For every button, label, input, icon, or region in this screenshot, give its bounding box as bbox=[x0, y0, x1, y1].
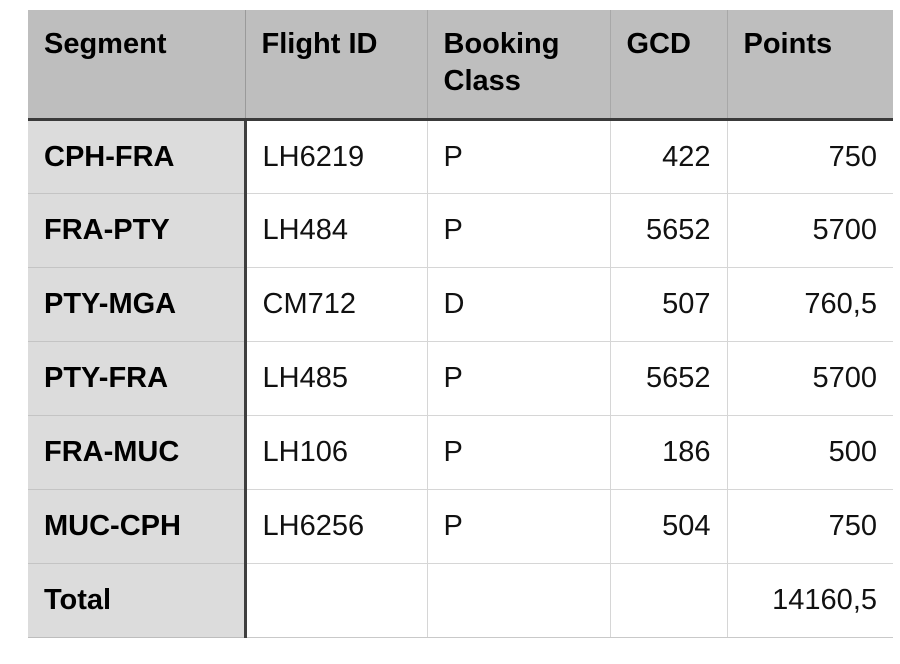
table-row: PTY-FRA LH485 P 5652 5700 bbox=[28, 341, 893, 417]
cell-flight-id: LH484 bbox=[245, 193, 428, 269]
cell-points: 5700 bbox=[727, 341, 893, 417]
cell-flight-id: LH6219 bbox=[245, 119, 428, 195]
cell-points: 760,5 bbox=[727, 267, 893, 343]
cell-booking-class: D bbox=[427, 267, 611, 343]
cell-gcd: 5652 bbox=[610, 193, 728, 269]
table-row: PTY-MGA CM712 D 507 760,5 bbox=[28, 267, 893, 343]
flight-segments-table: Segment Flight ID Booking Class GCD Poin… bbox=[28, 10, 893, 639]
table-total-row: Total 14160,5 bbox=[28, 563, 893, 639]
column-header-points[interactable]: Points bbox=[727, 10, 893, 122]
table-row: CPH-FRA LH6219 P 422 750 bbox=[28, 119, 893, 195]
cell-total-label: Total bbox=[28, 563, 247, 639]
flight-segments-table-container: Segment Flight ID Booking Class GCD Poin… bbox=[28, 10, 893, 639]
cell-total-booking-class bbox=[427, 563, 611, 639]
table-header-row: Segment Flight ID Booking Class GCD Poin… bbox=[28, 10, 893, 122]
cell-segment: FRA-PTY bbox=[28, 193, 247, 269]
table-row: FRA-MUC LH106 P 186 500 bbox=[28, 415, 893, 491]
cell-gcd: 186 bbox=[610, 415, 728, 491]
column-header-booking-class[interactable]: Booking Class bbox=[427, 10, 611, 122]
cell-gcd: 504 bbox=[610, 489, 728, 565]
cell-segment: CPH-FRA bbox=[28, 119, 247, 195]
cell-segment: PTY-MGA bbox=[28, 267, 247, 343]
column-header-gcd[interactable]: GCD bbox=[610, 10, 728, 122]
cell-points: 5700 bbox=[727, 193, 893, 269]
cell-booking-class: P bbox=[427, 489, 611, 565]
cell-gcd: 422 bbox=[610, 119, 728, 195]
cell-total-gcd bbox=[610, 563, 728, 639]
cell-gcd: 5652 bbox=[610, 341, 728, 417]
cell-booking-class: P bbox=[427, 193, 611, 269]
cell-flight-id: LH485 bbox=[245, 341, 428, 417]
column-header-segment[interactable]: Segment bbox=[28, 10, 246, 122]
cell-segment: MUC-CPH bbox=[28, 489, 247, 565]
column-header-flight-id[interactable]: Flight ID bbox=[245, 10, 428, 122]
table-row: MUC-CPH LH6256 P 504 750 bbox=[28, 489, 893, 565]
cell-gcd: 507 bbox=[610, 267, 728, 343]
cell-flight-id: CM712 bbox=[245, 267, 428, 343]
cell-flight-id: LH6256 bbox=[245, 489, 428, 565]
cell-booking-class: P bbox=[427, 341, 611, 417]
cell-total-points: 14160,5 bbox=[727, 563, 893, 639]
cell-booking-class: P bbox=[427, 119, 611, 195]
cell-booking-class: P bbox=[427, 415, 611, 491]
cell-points: 500 bbox=[727, 415, 893, 491]
cell-flight-id: LH106 bbox=[245, 415, 428, 491]
cell-total-flight-id bbox=[245, 563, 428, 639]
table-row: FRA-PTY LH484 P 5652 5700 bbox=[28, 193, 893, 269]
cell-segment: FRA-MUC bbox=[28, 415, 247, 491]
table-header: Segment Flight ID Booking Class GCD Poin… bbox=[28, 10, 893, 122]
cell-segment: PTY-FRA bbox=[28, 341, 247, 417]
cell-points: 750 bbox=[727, 489, 893, 565]
cell-points: 750 bbox=[727, 119, 893, 195]
table-body: CPH-FRA LH6219 P 422 750 FRA-PTY LH484 P… bbox=[28, 119, 893, 639]
